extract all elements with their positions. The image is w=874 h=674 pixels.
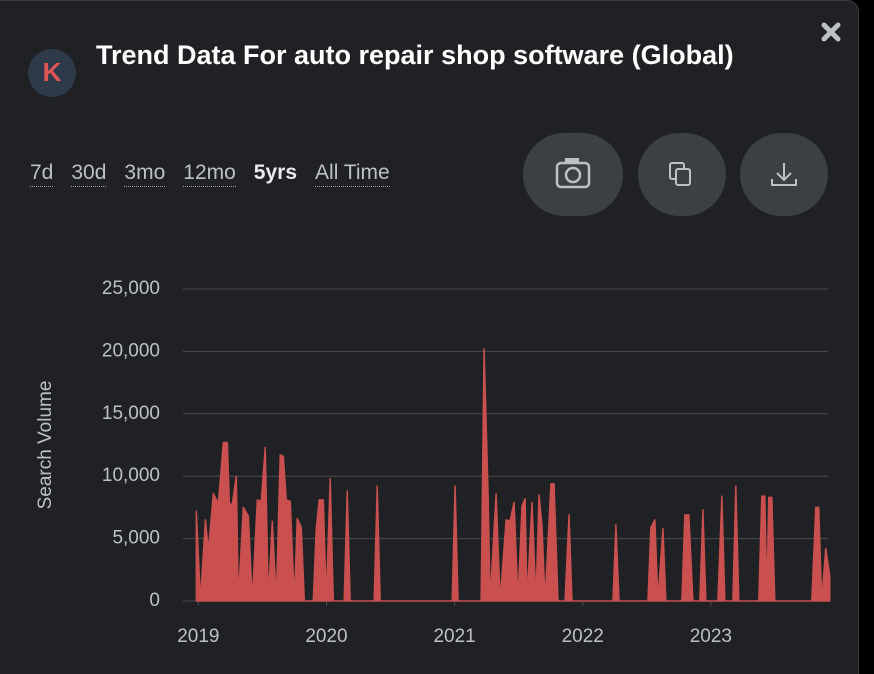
time-range-tab[interactable]: 5yrs: [253, 161, 298, 184]
time-range-tabs: 7d 30d 3mo 12mo 5yrs All Time: [30, 161, 390, 187]
time-range-tab[interactable]: All Time: [315, 161, 390, 187]
logo: K: [28, 49, 76, 97]
y-tick-label: 25,000: [102, 278, 160, 299]
download-button[interactable]: [740, 133, 828, 216]
x-tick-label: 2021: [433, 626, 475, 647]
time-range-tab[interactable]: 3mo: [124, 161, 166, 187]
area: [195, 348, 831, 602]
close-button[interactable]: [816, 17, 846, 47]
camera-icon: [555, 158, 591, 189]
y-axis-label: Search Volume: [35, 381, 56, 510]
logo-letter: K: [43, 57, 62, 87]
x-tick-label: 2019: [177, 626, 219, 647]
y-tick-label: 15,000: [102, 403, 160, 424]
title: Trend Data For auto repair shop software…: [96, 40, 734, 70]
y-tick-label: 5,000: [112, 528, 160, 549]
x-tick-label: 2022: [562, 626, 604, 647]
screenshot-button[interactable]: [523, 133, 623, 216]
x-tick-label: 2023: [690, 626, 732, 647]
copy-button[interactable]: [638, 133, 726, 216]
copy-icon: [669, 162, 691, 186]
download-icon: [771, 163, 797, 186]
time-range-tab[interactable]: 30d: [71, 161, 107, 187]
y-tick-label: 20,000: [102, 340, 160, 361]
time-range-tab[interactable]: 12mo: [183, 161, 236, 187]
x-tick-label: 2020: [305, 626, 347, 647]
time-range-tab[interactable]: 7d: [30, 161, 54, 187]
y-tick-label: 0: [149, 590, 160, 611]
y-tick-label: 10,000: [102, 465, 160, 486]
